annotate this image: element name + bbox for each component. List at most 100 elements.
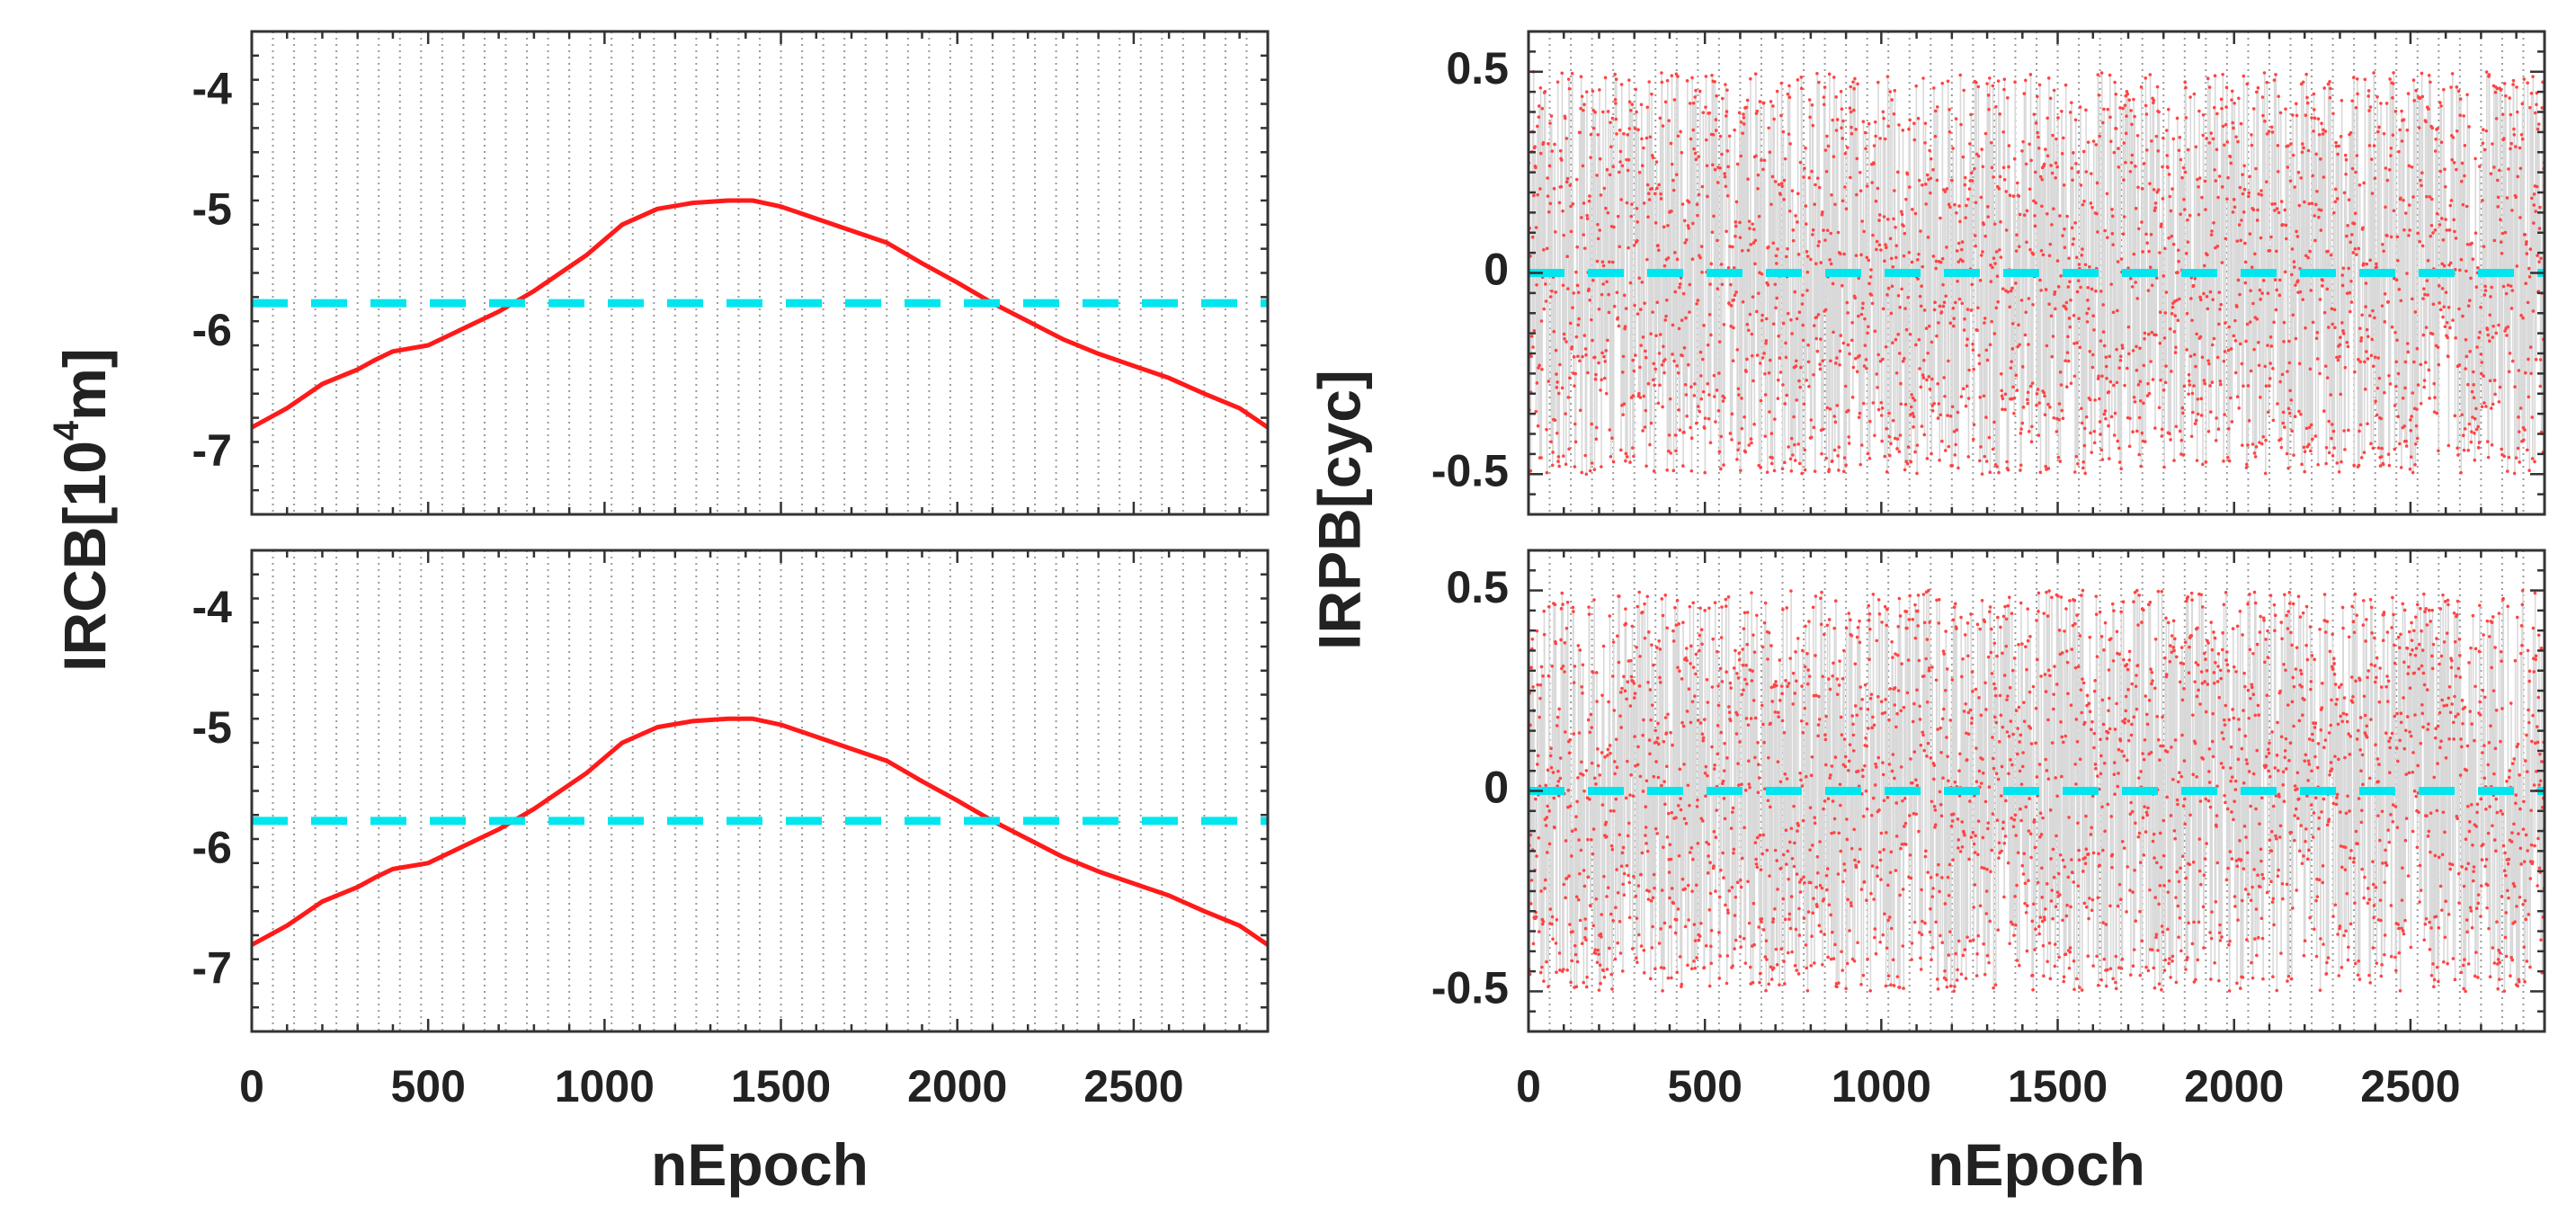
- irpb-point: [2090, 451, 2094, 454]
- irpb-point: [1900, 212, 1904, 217]
- irpb-point: [1761, 167, 1765, 172]
- irpb-point: [1778, 370, 1783, 374]
- irpb-point: [1725, 229, 1728, 234]
- irpb-point: [1886, 286, 1891, 290]
- irpb-point: [1753, 72, 1758, 76]
- irpb-point: [1646, 381, 1651, 386]
- irpb-point: [2075, 341, 2079, 345]
- irpb-point: [1596, 237, 1600, 241]
- irpb-point: [2036, 388, 2040, 391]
- irpb-point: [1776, 378, 1780, 382]
- irpb-point: [2129, 109, 2133, 112]
- irpb-point: [1754, 154, 1758, 158]
- irpb-point: [1907, 250, 1912, 254]
- irpb-point: [1625, 201, 1629, 205]
- irpb-point: [1722, 323, 1726, 326]
- irpb-point: [1680, 353, 1684, 358]
- irpb-point: [1995, 274, 2000, 278]
- irpb-point: [1534, 165, 1538, 170]
- irpb-point: [1608, 428, 1612, 432]
- irpb-point: [1644, 349, 1647, 353]
- irpb-point: [1594, 437, 1599, 442]
- irpb-point: [1858, 170, 1862, 174]
- irpb-point: [1812, 425, 1816, 430]
- irpb-point: [1801, 323, 1805, 327]
- irpb-point: [1758, 100, 1762, 103]
- irpb-point: [1838, 363, 1841, 367]
- irpb-point: [1839, 89, 1843, 94]
- irpb-point: [1739, 121, 1743, 124]
- irpb-point: [1938, 304, 1942, 308]
- irpb-point: [2136, 185, 2140, 190]
- irpb-point: [2098, 134, 2102, 138]
- irpb-point: [1671, 323, 1675, 327]
- irpb-point: [2119, 257, 2124, 261]
- irpb-point: [2080, 253, 2084, 257]
- irpb-point: [1653, 221, 1658, 225]
- irpb-point: [1555, 386, 1559, 389]
- irpb-point: [1957, 466, 1960, 470]
- irpb-point: [2019, 427, 2023, 431]
- irpb-point: [1760, 356, 1765, 360]
- irpb-point: [1621, 354, 1626, 359]
- irpb-point: [1834, 94, 1838, 99]
- irpb-point: [1714, 129, 1718, 132]
- irpb-point: [1555, 432, 1559, 435]
- irpb-point: [1920, 424, 1924, 428]
- irpb-point: [1637, 276, 1642, 281]
- irpb-point: [1873, 433, 1876, 438]
- irpb-point: [1683, 241, 1688, 245]
- irpb-point: [1740, 426, 1744, 431]
- irpb-point: [1858, 411, 1862, 415]
- irpb-point: [1605, 280, 1609, 284]
- irpb-point: [1891, 341, 1894, 345]
- irpb-point: [2042, 162, 2046, 166]
- irpb-point: [1985, 82, 1989, 85]
- irpb-point: [1734, 220, 1738, 224]
- irpb-point: [1835, 356, 1839, 360]
- irpb-point: [1610, 116, 1615, 121]
- irpb-point: [2081, 466, 2085, 470]
- irpb-point: [1599, 193, 1603, 197]
- irpb-point: [1581, 164, 1585, 168]
- irpb-point: [1881, 357, 1885, 362]
- irpb-point: [1858, 189, 1863, 193]
- irpb-point: [1566, 396, 1571, 399]
- irpb-point: [1751, 295, 1755, 299]
- irpb-point: [1637, 170, 1642, 174]
- irpb-point: [1565, 254, 1569, 259]
- irpb-point: [2095, 181, 2099, 185]
- irpb-point: [2033, 224, 2037, 228]
- irpb-point: [1715, 94, 1718, 98]
- irpb-point: [1854, 128, 1858, 131]
- irpb-point: [1637, 391, 1641, 396]
- irpb-point: [1659, 192, 1662, 196]
- irpb-point: [1720, 152, 1724, 156]
- irpb-point: [1751, 222, 1754, 226]
- irpb-point: [2039, 249, 2044, 253]
- irpb-point: [1771, 104, 1775, 108]
- irpb-point: [2009, 289, 2013, 293]
- irpb-point: [1813, 324, 1816, 327]
- irpb-point: [2019, 299, 2024, 302]
- irpb-point: [1929, 191, 1932, 195]
- irpb-point: [1574, 270, 1578, 274]
- irpb-point: [1646, 215, 1650, 219]
- irpb-point: [1968, 142, 1972, 146]
- irpb-point: [1759, 466, 1762, 469]
- irpb-point: [2010, 286, 2014, 290]
- irpb-point: [2055, 259, 2060, 263]
- irpb-point: [1829, 262, 1833, 266]
- irpb-point: [2035, 403, 2038, 407]
- irpb-point: [1748, 227, 1752, 230]
- irpb-point: [1677, 408, 1680, 412]
- irpb-point: [1867, 457, 1872, 460]
- irpb-point: [1600, 292, 1604, 297]
- irpb-point: [1607, 310, 1611, 315]
- irpb-point: [2137, 415, 2142, 420]
- irpb-point: [1529, 354, 1533, 359]
- irpb-point: [2005, 460, 2009, 464]
- irpb-point: [1793, 442, 1796, 447]
- irpb-point: [1909, 460, 1913, 464]
- irpb-point: [1627, 158, 1631, 162]
